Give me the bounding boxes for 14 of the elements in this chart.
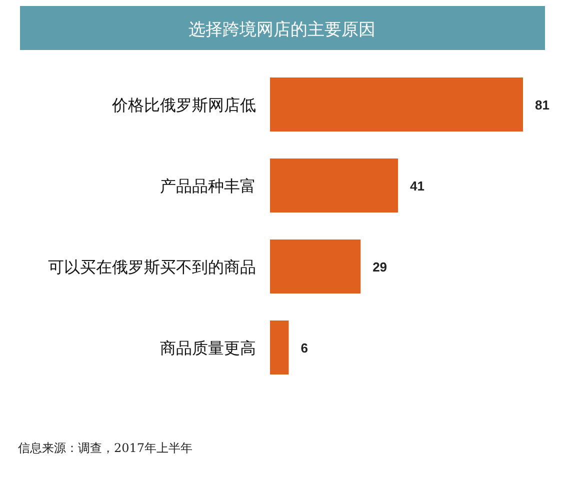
y-tick-label: 商品质量更高 <box>160 338 256 358</box>
bar <box>270 158 398 212</box>
bar <box>270 240 361 294</box>
y-tick-label: 产品品种丰富 <box>160 176 256 196</box>
data-label: 6 <box>300 340 308 356</box>
data-label: 29 <box>372 260 388 274</box>
bar <box>270 320 289 374</box>
bar <box>270 78 523 132</box>
data-label: 81 <box>535 98 550 112</box>
chart-title: 选择跨境网店的主要原因 <box>188 20 376 40</box>
y-tick-label: 可以买在俄罗斯买不到的商品 <box>48 258 256 276</box>
text: 信息来源：调查，2017年上半年 <box>18 441 193 455</box>
y-tick-label: 价格比俄罗斯网店低 <box>111 96 256 114</box>
data-label: 41 <box>410 178 425 194</box>
